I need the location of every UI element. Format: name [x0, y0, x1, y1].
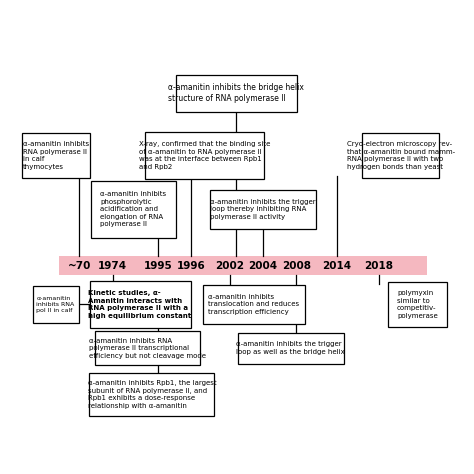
Text: ~70: ~70 [68, 261, 91, 271]
FancyBboxPatch shape [202, 284, 305, 324]
Text: 2004: 2004 [248, 261, 278, 271]
FancyBboxPatch shape [59, 256, 427, 275]
FancyBboxPatch shape [90, 373, 214, 416]
Text: Cryo-electron microscopy rev-
that α-amanitin bound mamm-
RNA polymerase II with: Cryo-electron microscopy rev- that α-ama… [347, 141, 455, 170]
FancyBboxPatch shape [91, 181, 176, 238]
Text: 2002: 2002 [216, 261, 245, 271]
Text: α-amanitin inhibits
translocation and reduces
transcription efficiency: α-amanitin inhibits translocation and re… [209, 294, 300, 315]
FancyBboxPatch shape [362, 133, 439, 178]
FancyBboxPatch shape [90, 281, 191, 328]
Text: X-ray, confirmed that the binding site
of α-amanitin to RNA polymerase II
was at: X-ray, confirmed that the binding site o… [139, 141, 270, 170]
FancyBboxPatch shape [94, 331, 201, 365]
Text: α-amanitin inhibits the trigger
loop thereby inhibiting RNA
polymerase II activi: α-amanitin inhibits the trigger loop the… [210, 199, 316, 220]
Text: α-amanitin inhibits
phosphorolytic
acidification and
elongation of RNA
polymeras: α-amanitin inhibits phosphorolytic acidi… [100, 191, 166, 228]
Text: 2018: 2018 [365, 261, 393, 271]
Text: α-amanitin inhibits the bridge helix
structure of RNA polymerase II: α-amanitin inhibits the bridge helix str… [168, 83, 304, 103]
Text: 1996: 1996 [177, 261, 206, 271]
Text: Kinetic studies, α-
Amanitin interacts with
RNA polymerase II with a
high equili: Kinetic studies, α- Amanitin interacts w… [89, 290, 191, 319]
Text: 1974: 1974 [98, 261, 127, 271]
Text: α-amanitin inhibits RNA
polymerase II transcriptional
efficiency but not cleavag: α-amanitin inhibits RNA polymerase II tr… [89, 337, 206, 359]
FancyBboxPatch shape [210, 190, 317, 229]
FancyBboxPatch shape [388, 282, 447, 327]
Text: 2008: 2008 [282, 261, 310, 271]
FancyBboxPatch shape [33, 286, 79, 323]
Text: α-amanitin inhibits
RNA polymerase II
in calf
thymocytes: α-amanitin inhibits RNA polymerase II in… [22, 141, 89, 170]
FancyBboxPatch shape [22, 133, 90, 178]
FancyBboxPatch shape [176, 75, 297, 112]
Text: α-amanitin inhibits Rpb1, the largest
subunit of RNA polymerase II, and
Rpb1 exh: α-amanitin inhibits Rpb1, the largest su… [88, 380, 216, 409]
Text: 1995: 1995 [144, 261, 173, 271]
Text: α-amanitin
inhibits RNA
pol II in calf: α-amanitin inhibits RNA pol II in calf [36, 296, 75, 313]
Text: α-amanitin inhibits the trigger
loop as well as the bridge helix: α-amanitin inhibits the trigger loop as … [237, 341, 345, 355]
Text: polymyxin
similar to
competitiv-
polymerase: polymyxin similar to competitiv- polymer… [397, 290, 438, 319]
Text: 2014: 2014 [322, 261, 351, 271]
FancyBboxPatch shape [145, 132, 264, 179]
FancyBboxPatch shape [238, 333, 344, 364]
